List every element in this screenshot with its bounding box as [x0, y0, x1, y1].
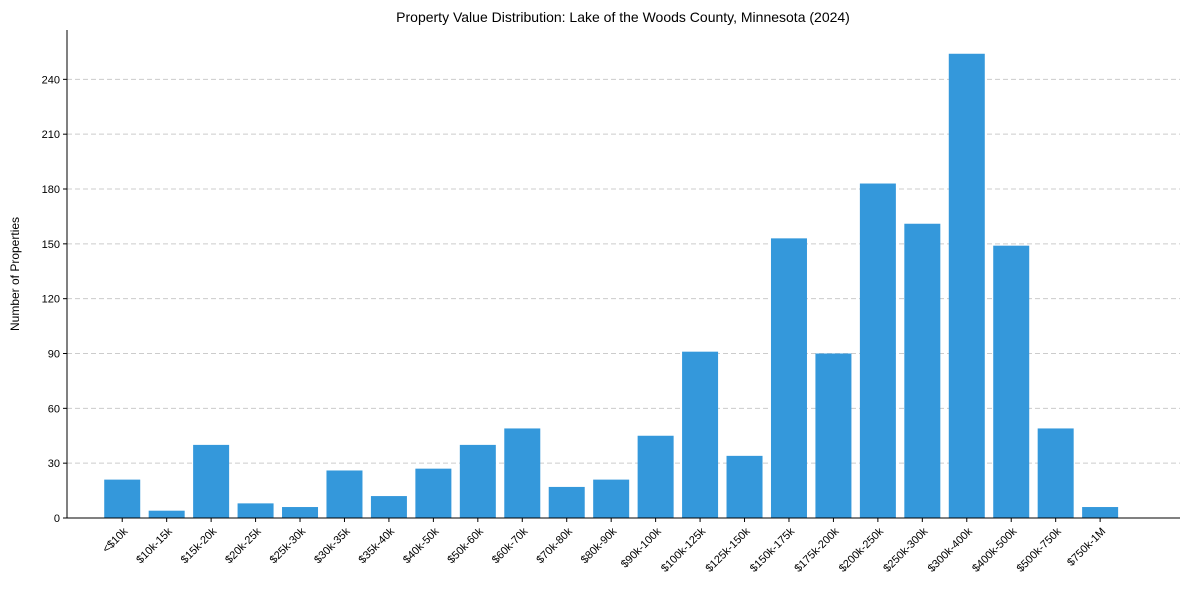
- bar: [237, 503, 274, 518]
- x-tick-label: $250k-300k: [881, 525, 930, 574]
- axes: [66, 30, 1180, 519]
- y-tick-label: 150: [42, 239, 60, 251]
- x-tick-label: $200k-250k: [837, 525, 886, 574]
- x-tick-labels: <$10k $10k-15k $15k-20k $20k-25k $25k-30k $30…: [100, 518, 1108, 575]
- y-tick-label: 210: [42, 129, 60, 141]
- bar: [637, 435, 674, 518]
- x-tick-label: $500k-750k: [1015, 525, 1064, 574]
- x-tick-label: $125k-150k: [704, 525, 753, 574]
- bar: [993, 245, 1030, 518]
- bar: [1037, 428, 1074, 518]
- x-tick-label: $300k-400k: [926, 525, 975, 574]
- bar: [548, 486, 585, 518]
- y-tick-label: 0: [54, 513, 60, 525]
- x-tick-label: $100k-125k: [659, 525, 708, 574]
- x-tick-label: <$10k: [100, 525, 130, 555]
- x-tick-label: $30k-35k: [312, 525, 353, 566]
- bar: [904, 223, 941, 518]
- y-tick-label: 30: [48, 458, 60, 470]
- y-tick-label: 60: [48, 403, 60, 415]
- bar: [148, 510, 185, 518]
- x-tick-label: $90k-100k: [619, 525, 664, 570]
- bar: [1082, 507, 1119, 518]
- bar: [459, 444, 496, 518]
- x-tick-label: $35k-40k: [357, 525, 398, 566]
- bar: [815, 353, 852, 518]
- x-tick-label: $400k-500k: [970, 525, 1019, 574]
- x-tick-label: $70k-80k: [534, 525, 575, 566]
- x-tick-label: $25k-30k: [268, 525, 309, 566]
- bar: [193, 444, 230, 518]
- bar: [682, 351, 719, 518]
- x-tick-label: $15k-20k: [179, 525, 220, 566]
- x-tick-label: $50k-60k: [445, 525, 486, 566]
- y-tick-labels: 0 30 60 90 120 150 180 210 240: [42, 74, 67, 525]
- y-tick-label: 90: [48, 349, 60, 361]
- chart-title: Property Value Distribution: Lake of the…: [396, 9, 850, 25]
- x-tick-label: $175k-200k: [792, 525, 841, 574]
- bar: [415, 468, 452, 518]
- x-tick-label: $80k-90k: [579, 525, 620, 566]
- y-axis-label: Number of Properties: [8, 217, 22, 331]
- y-tick-label: 240: [42, 74, 60, 86]
- x-tick-label: $150k-175k: [748, 525, 797, 574]
- bar: [282, 507, 319, 518]
- y-tick-label: 180: [42, 184, 60, 196]
- bar: [859, 183, 896, 519]
- bar: [104, 479, 141, 518]
- x-tick-label: $750k-1M: [1065, 526, 1108, 569]
- x-tick-label: $20k-25k: [223, 525, 264, 566]
- grid-lines: [67, 78, 1180, 464]
- bar: [726, 455, 763, 518]
- y-tick-label: 120: [42, 294, 60, 306]
- bar: [370, 496, 407, 518]
- bar: [593, 479, 630, 518]
- bar: [326, 470, 363, 518]
- bar: [770, 238, 807, 518]
- x-tick-label: $60k-70k: [490, 525, 531, 566]
- x-tick-label: $10k-15k: [134, 525, 175, 566]
- bars: [104, 53, 1119, 519]
- bar: [504, 428, 541, 518]
- bar: [948, 53, 985, 518]
- x-tick-label: $40k-50k: [401, 525, 442, 566]
